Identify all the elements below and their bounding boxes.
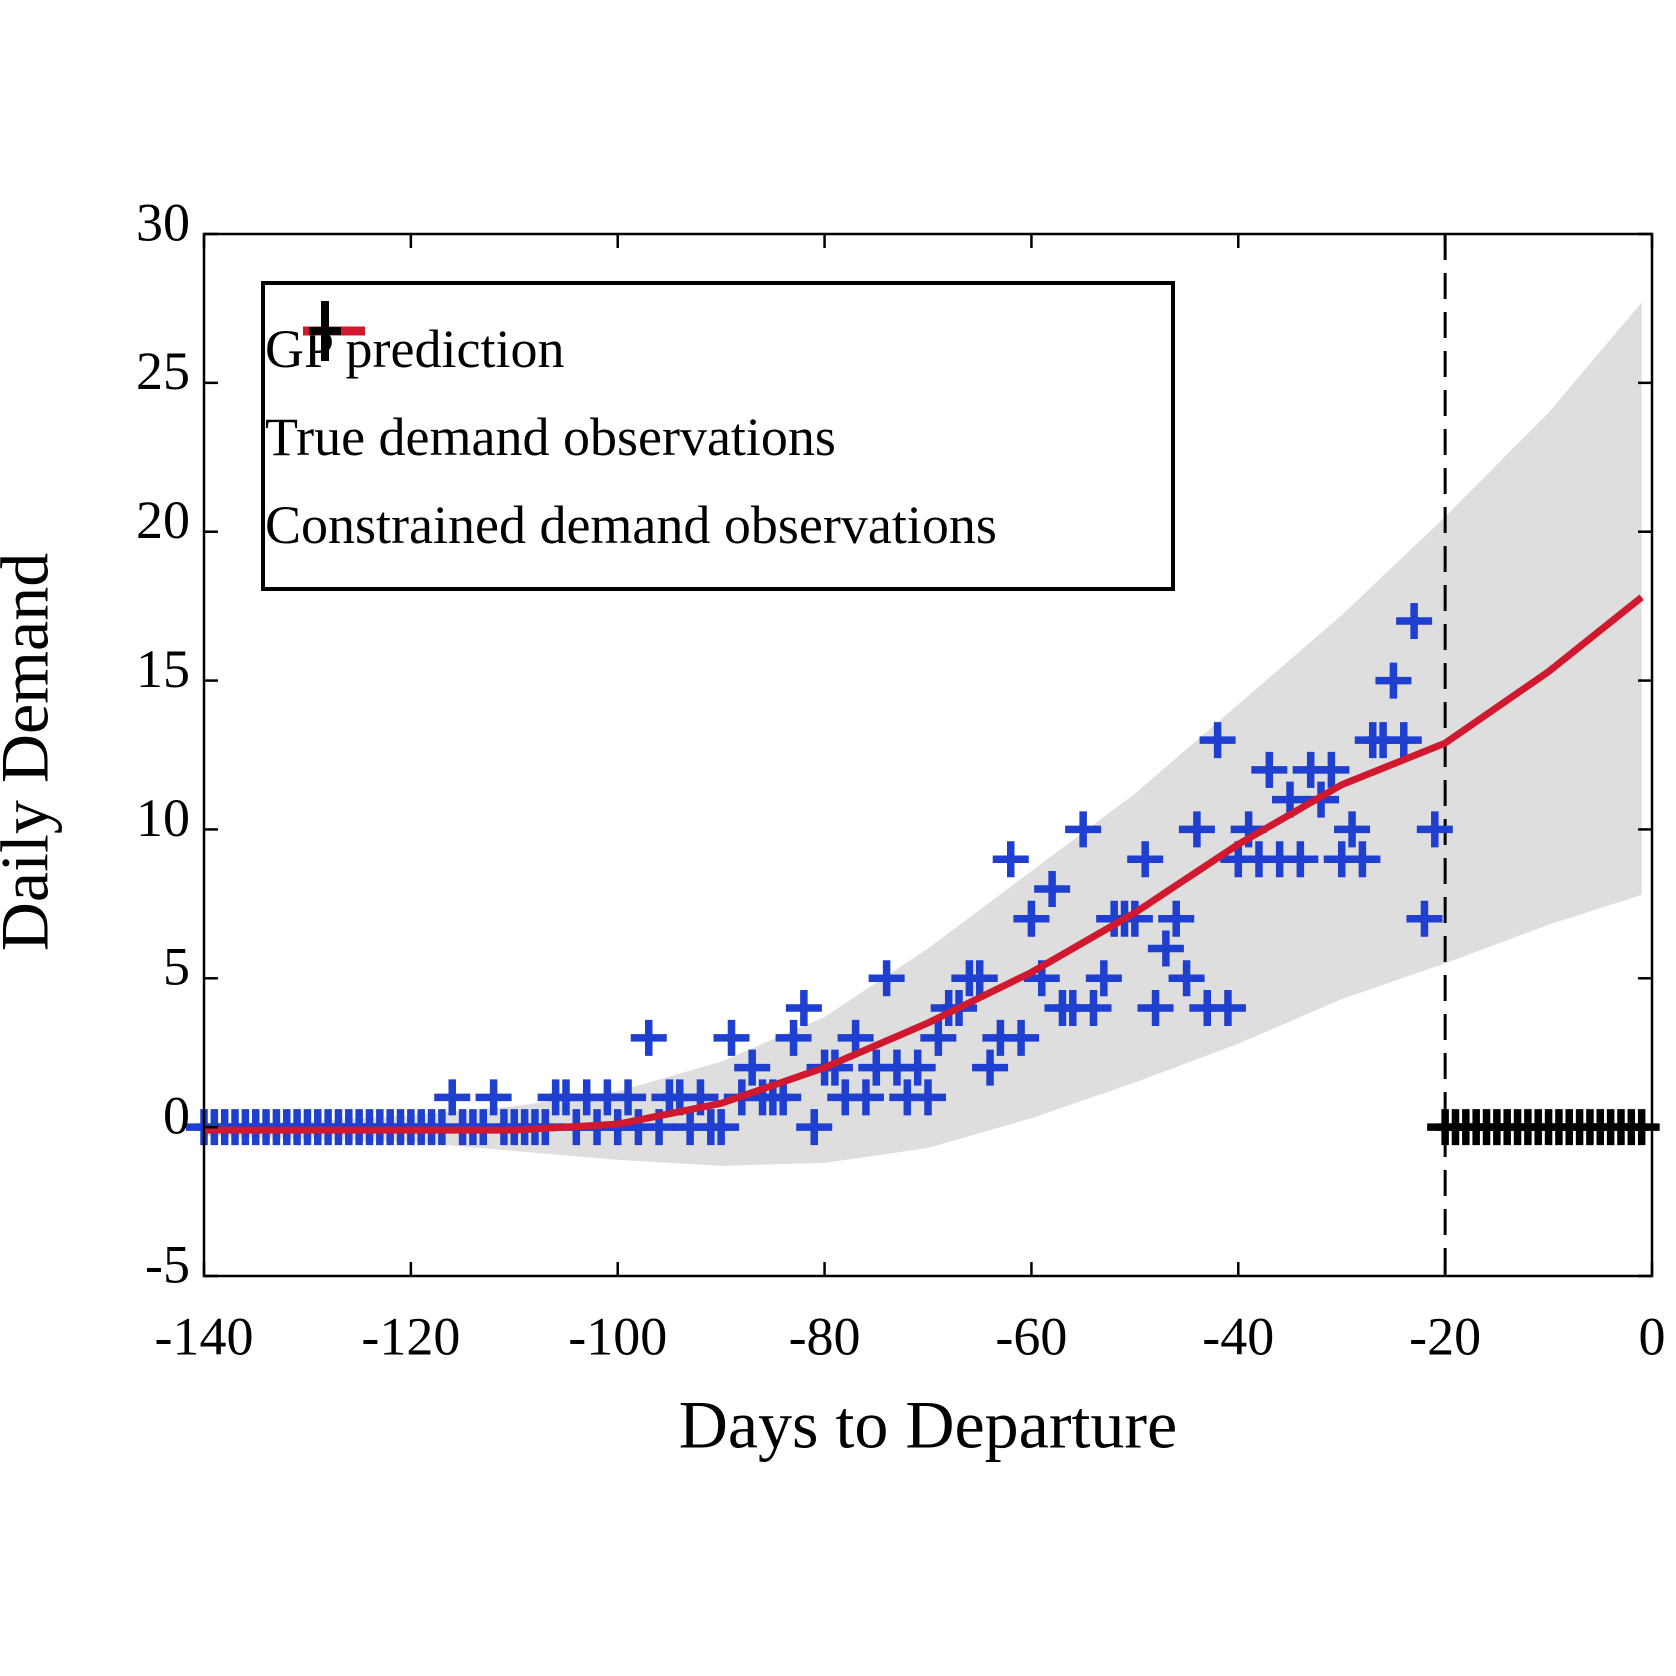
marker [1085, 960, 1122, 997]
confidence-band [204, 302, 1642, 1166]
y-tick-label: 20 [136, 490, 190, 550]
marker [961, 960, 998, 997]
marker [837, 1019, 874, 1056]
scatter-series [1427, 1109, 1660, 1146]
y-tick-label: -5 [145, 1234, 190, 1294]
marker [1334, 811, 1371, 848]
marker [1147, 930, 1184, 967]
marker [785, 990, 822, 1027]
x-tick-label: -20 [1409, 1306, 1481, 1366]
marker [1127, 841, 1164, 878]
marker [972, 1049, 1009, 1086]
marker [1168, 960, 1205, 997]
marker [1375, 662, 1412, 699]
marker [992, 841, 1029, 878]
marker [475, 1079, 512, 1116]
legend-label: Constrained demand observations [265, 495, 997, 555]
marker [1313, 751, 1350, 788]
legend-entry: True demand observations [265, 301, 1171, 481]
legend-swatch [309, 301, 341, 361]
marker [1065, 811, 1102, 848]
marker [1003, 1019, 1040, 1056]
y-tick-label: 30 [136, 192, 190, 252]
marker [868, 960, 905, 997]
marker [1396, 603, 1433, 640]
marker [1158, 900, 1195, 937]
marker [796, 1109, 833, 1146]
y-tick-label: 10 [136, 788, 190, 848]
legend: GP prediction True demand observations Con… [261, 281, 1175, 591]
y-tick-label: 0 [163, 1086, 190, 1146]
y-tick-label: 15 [136, 639, 190, 699]
y-tick-label: 25 [136, 341, 190, 401]
legend-icon [309, 301, 341, 361]
marker [775, 1019, 812, 1056]
marker [1282, 841, 1319, 878]
marker [899, 1049, 936, 1086]
marker [1013, 900, 1050, 937]
x-tick-label: 0 [1639, 1306, 1666, 1366]
x-tick-label: -60 [995, 1306, 1067, 1366]
marker [610, 1079, 647, 1116]
marker [920, 1019, 957, 1056]
x-tick-label: -140 [155, 1306, 254, 1366]
x-tick-label: -120 [361, 1306, 460, 1366]
marker [1034, 870, 1071, 907]
x-axis-label: Days to Departure [679, 1387, 1177, 1463]
marker [1199, 722, 1236, 759]
marker [1178, 811, 1215, 848]
marker [1416, 811, 1453, 848]
marker [1385, 722, 1422, 759]
marker [1209, 990, 1246, 1027]
marker [1251, 751, 1288, 788]
line [204, 594, 1644, 1134]
legend-entry: Constrained demand observations [265, 301, 1171, 569]
marker [713, 1019, 750, 1056]
marker [703, 1109, 740, 1146]
y-axis-label: Daily Demand [0, 553, 63, 951]
y-tick-label: 5 [163, 937, 190, 997]
marker [1075, 990, 1112, 1027]
legend-label: True demand observations [265, 407, 836, 467]
x-tick-label: -40 [1202, 1306, 1274, 1366]
x-tick-label: -80 [789, 1306, 861, 1366]
marker [630, 1019, 667, 1056]
marker [1344, 841, 1381, 878]
marker [734, 1049, 771, 1086]
x-tick-label: -100 [568, 1306, 667, 1366]
marker [1406, 900, 1443, 937]
marker [910, 1079, 946, 1116]
marker [1137, 990, 1174, 1027]
marker [847, 1079, 884, 1116]
marker [434, 1079, 471, 1116]
plot-frame [202, 232, 1654, 1278]
